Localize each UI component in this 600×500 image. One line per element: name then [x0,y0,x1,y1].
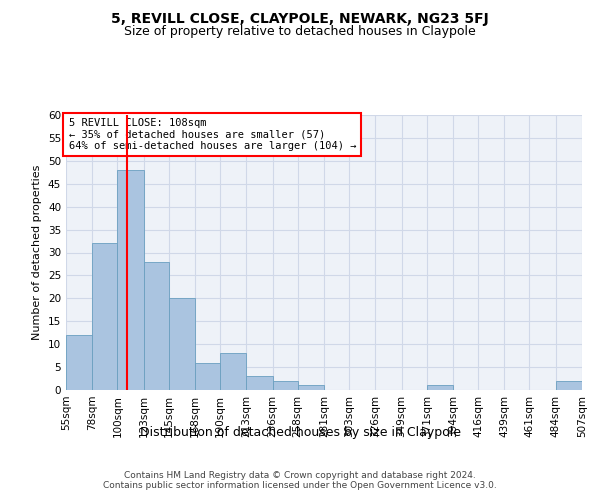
Bar [66,335,92,390]
Bar [247,376,272,390]
Bar [169,298,195,390]
Text: Contains HM Land Registry data © Crown copyright and database right 2024.
Contai: Contains HM Land Registry data © Crown c… [103,470,497,490]
Bar [556,381,582,390]
Bar [427,386,453,390]
Text: 5 REVILL CLOSE: 108sqm
← 35% of detached houses are smaller (57)
64% of semi-det: 5 REVILL CLOSE: 108sqm ← 35% of detached… [68,118,356,151]
Text: Distribution of detached houses by size in Claypole: Distribution of detached houses by size … [139,426,461,439]
Bar [143,262,169,390]
Bar [118,170,143,390]
Text: 5, REVILL CLOSE, CLAYPOLE, NEWARK, NG23 5FJ: 5, REVILL CLOSE, CLAYPOLE, NEWARK, NG23 … [111,12,489,26]
Text: Size of property relative to detached houses in Claypole: Size of property relative to detached ho… [124,25,476,38]
Bar [220,354,247,390]
Bar [195,362,220,390]
Bar [298,386,324,390]
Bar [272,381,298,390]
Y-axis label: Number of detached properties: Number of detached properties [32,165,43,340]
Bar [92,244,118,390]
